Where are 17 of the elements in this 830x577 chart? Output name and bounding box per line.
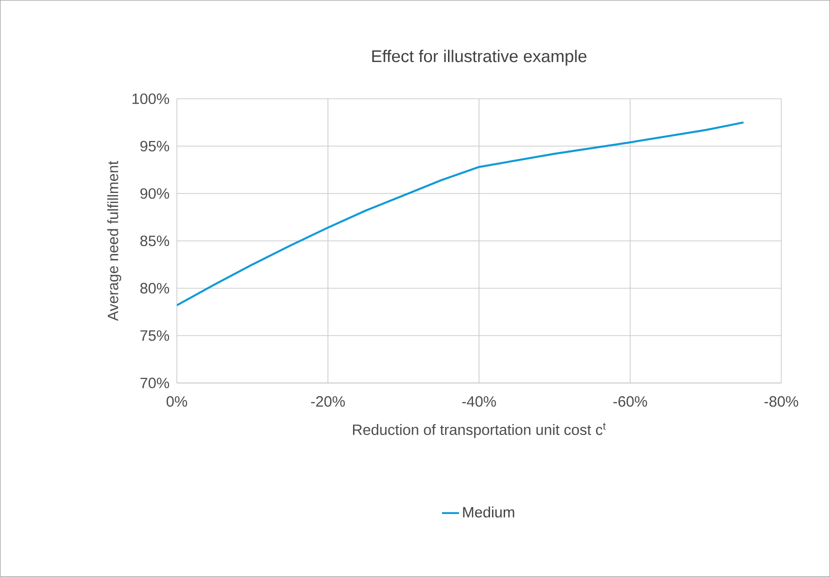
y-tick-label: 70% [140, 378, 170, 388]
chart-title: Effect for illustrative example [372, 50, 586, 66]
x-axis-title: Reduction of transportation unit cost c$^{t}$ [353, 423, 606, 438]
x-tick-label: -60% [613, 396, 648, 407]
x-tick-label: -20% [311, 396, 345, 407]
y-axis-title: Average need fulfillment [107, 161, 122, 322]
y-tick-label: 95% [140, 140, 170, 152]
y-tick-label: 80% [140, 283, 170, 294]
x-tick-label: 0% [166, 396, 188, 407]
legend-label: Medium [463, 506, 514, 518]
x-tick-label: -80% [764, 396, 798, 407]
x-tick-label: -40% [462, 396, 496, 407]
line-series [176, 122, 744, 306]
y-tick-label: 85% [140, 236, 170, 246]
y-tick-label: 90% [140, 188, 170, 199]
y-tick-label: 100% [132, 94, 170, 104]
y-tick-label: 75% [140, 330, 170, 341]
